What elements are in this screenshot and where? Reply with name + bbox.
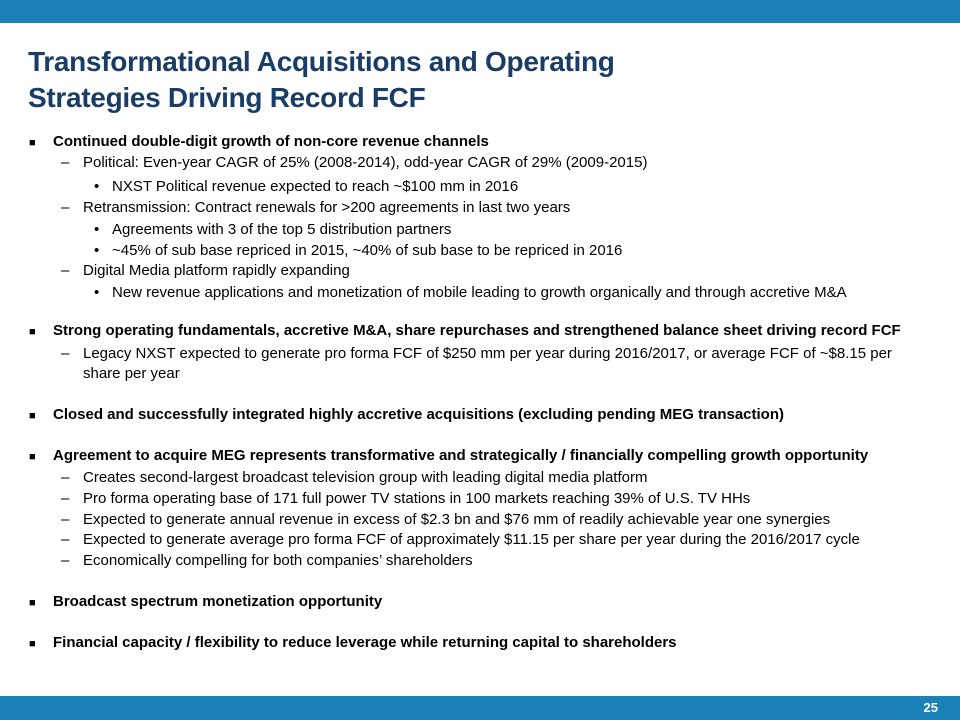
bullet-text: Broadcast spectrum monetization opportun…: [53, 593, 383, 610]
dot-bullet-icon: •: [94, 221, 100, 238]
dash-bullet-icon: –: [61, 511, 70, 528]
dash-bullet-icon: –: [61, 490, 70, 507]
square-bullet-icon: ■: [29, 410, 36, 422]
dash-bullet-icon: –: [61, 531, 70, 548]
bullet-financial-capacity: ■ Financial capacity / flexibility to re…: [29, 633, 677, 653]
square-bullet-icon: ■: [29, 137, 36, 149]
dash-bullet-icon: –: [61, 469, 70, 486]
dash-bullet-icon: –: [61, 552, 70, 569]
subbullet-shareholders: – Economically compelling for both compa…: [61, 551, 473, 571]
subsubbullet-text: ~45% of sub base repriced in 2015, ~40% …: [112, 242, 623, 259]
square-bullet-icon: ■: [29, 597, 36, 609]
bullet-meg-acquisition: ■ Agreement to acquire MEG represents tr…: [29, 446, 869, 466]
dot-bullet-icon: •: [94, 284, 100, 301]
bullet-acquisitions-integrated: ■ Closed and successfully integrated hig…: [29, 405, 784, 425]
top-accent-bar: [0, 0, 960, 23]
subsubbullet-text: Agreements with 3 of the top 5 distribut…: [112, 221, 452, 238]
subbullet-text: Retransmission: Contract renewals for >2…: [83, 199, 571, 216]
bullet-text: Strong operating fundamentals, accretive…: [53, 322, 901, 339]
subsubbullet-text: NXST Political revenue expected to reach…: [112, 178, 519, 195]
square-bullet-icon: ■: [29, 638, 36, 650]
bullet-text: Agreement to acquire MEG represents tran…: [53, 447, 869, 464]
subsubbullet-mobile: • New revenue applications and monetizat…: [94, 283, 847, 303]
dash-bullet-icon: –: [61, 345, 70, 362]
subbullet-text: Digital Media platform rapidly expanding: [83, 262, 350, 279]
footer-bar: 25: [0, 696, 960, 720]
subbullet-retransmission: – Retransmission: Contract renewals for …: [61, 198, 571, 218]
dot-bullet-icon: •: [94, 242, 100, 259]
bullet-noncore-growth: ■ Continued double-digit growth of non-c…: [29, 132, 489, 152]
subbullet-political: – Political: Even-year CAGR of 25% (2008…: [61, 153, 648, 173]
subbullet-text: Creates second-largest broadcast televis…: [83, 469, 648, 486]
dash-bullet-icon: –: [61, 262, 70, 279]
bullet-operating-fundamentals: ■ Strong operating fundamentals, accreti…: [29, 321, 901, 341]
dot-bullet-icon: •: [94, 178, 100, 195]
subsubbullet-sub-base: • ~45% of sub base repriced in 2015, ~40…: [94, 241, 623, 261]
subbullet-legacy-fcf: – Legacy NXST expected to generate pro f…: [61, 344, 892, 364]
subbullet-revenue-synergies: – Expected to generate annual revenue in…: [61, 510, 831, 530]
subbullet-text: Economically compelling for both compani…: [83, 552, 473, 569]
bullet-text: Continued double-digit growth of non-cor…: [53, 133, 489, 150]
subsubbullet-text: New revenue applications and monetizatio…: [112, 284, 847, 301]
subbullet-text: Expected to generate average pro forma F…: [83, 531, 860, 548]
title-line-2: Strategies Driving Record FCF: [28, 82, 426, 113]
subbullet-operating-base: – Pro forma operating base of 171 full p…: [61, 489, 751, 509]
title-line-1: Transformational Acquisitions and Operat…: [28, 46, 615, 77]
square-bullet-icon: ■: [29, 451, 36, 463]
subbullet-digital-media: – Digital Media platform rapidly expandi…: [61, 261, 350, 281]
bullet-text: Financial capacity / flexibility to redu…: [53, 634, 677, 651]
subbullet-broadcast-group: – Creates second-largest broadcast telev…: [61, 468, 648, 488]
subsubbullet-political-revenue: • NXST Political revenue expected to rea…: [94, 177, 519, 197]
subbullet-legacy-fcf-continued: share per year: [83, 364, 180, 384]
subbullet-text: Expected to generate annual revenue in e…: [83, 511, 831, 528]
page-number: 25: [923, 700, 938, 715]
subbullet-text: Pro forma operating base of 171 full pow…: [83, 490, 751, 507]
subbullet-text: Legacy NXST expected to generate pro for…: [83, 345, 892, 362]
dash-bullet-icon: –: [61, 154, 70, 171]
square-bullet-icon: ■: [29, 326, 36, 338]
subbullet-pro-forma-fcf: – Expected to generate average pro forma…: [61, 530, 860, 550]
subbullet-text: Political: Even-year CAGR of 25% (2008-2…: [83, 154, 648, 171]
subbullet-text: share per year: [83, 365, 180, 382]
subsubbullet-distribution-partners: • Agreements with 3 of the top 5 distrib…: [94, 220, 452, 240]
slide-title: Transformational Acquisitions and Operat…: [28, 44, 615, 116]
dash-bullet-icon: –: [61, 199, 70, 216]
bullet-text: Closed and successfully integrated highl…: [53, 406, 784, 423]
bullet-spectrum: ■ Broadcast spectrum monetization opport…: [29, 592, 383, 612]
